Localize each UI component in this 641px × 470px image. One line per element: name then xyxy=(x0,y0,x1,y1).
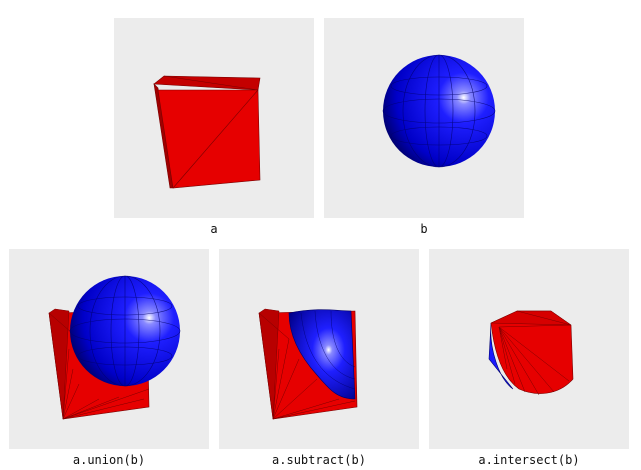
intersect-render xyxy=(488,310,574,396)
caption-a: a xyxy=(210,222,218,236)
subtract-render xyxy=(258,308,358,420)
panel-union xyxy=(9,249,209,449)
blue-sphere-render xyxy=(382,54,496,168)
panel-subtract xyxy=(219,249,419,449)
caption-b: b xyxy=(420,222,428,236)
union-render xyxy=(48,275,181,420)
caption-subtract: a.subtract(b) xyxy=(272,453,366,467)
caption-intersect: a.intersect(b) xyxy=(478,453,580,467)
panel-b xyxy=(324,18,524,218)
red-cube-render xyxy=(153,75,261,189)
caption-union: a.union(b) xyxy=(72,453,146,467)
panel-a xyxy=(114,18,314,218)
panel-intersect xyxy=(429,249,629,449)
